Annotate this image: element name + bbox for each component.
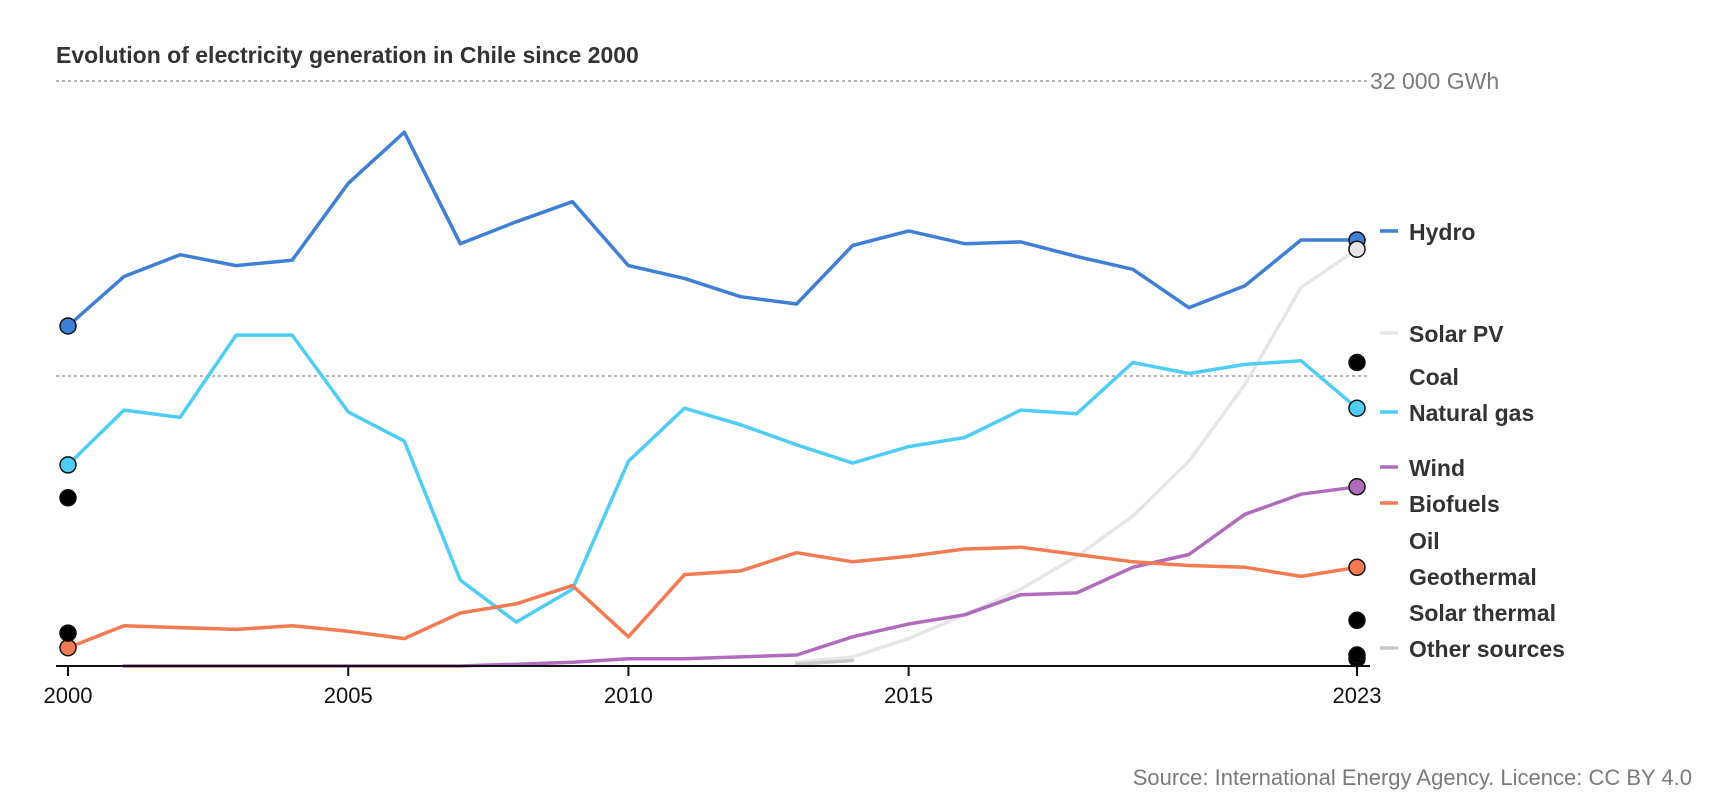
series-line-natural-gas xyxy=(66,333,1359,624)
point-oil-2000 xyxy=(59,624,77,642)
legend-label-natural-gas: Natural gas xyxy=(1409,400,1534,426)
x-tick-label-2000: 2000 xyxy=(44,683,93,708)
legend-label-solar-pv: Solar PV xyxy=(1409,321,1504,347)
series-line-other-sources xyxy=(794,658,855,666)
x-tick-label-2015: 2015 xyxy=(884,683,933,708)
legend: Hydro Solar PV Coal Natural gas Wind Biofuels… xyxy=(1380,219,1565,662)
legend-label-wind: Wind xyxy=(1409,455,1465,481)
x-axis-ticks: 2000 2005 2010 2015 2023 xyxy=(44,666,1382,708)
point-solar-pv-2023 xyxy=(1348,240,1366,258)
point-coal-2023 xyxy=(1348,353,1366,372)
series-line-hydro xyxy=(66,130,1359,328)
legend-label-solar-thermal: Solar thermal xyxy=(1409,600,1556,626)
reference-line-label: 32 000 GWh xyxy=(1370,68,1499,94)
legend-label-other-sources: Other sources xyxy=(1409,636,1565,662)
point-biofuels-2000 xyxy=(59,638,77,657)
series-line-wind xyxy=(122,485,1359,668)
point-oil-2023 xyxy=(1348,611,1366,630)
legend-label-hydro: Hydro xyxy=(1409,219,1475,245)
x-tick-label-2005: 2005 xyxy=(324,683,373,708)
series-line-solar-pv xyxy=(794,247,1359,665)
point-solar-thermal-2023 xyxy=(1348,646,1366,664)
point-biofuels-2023 xyxy=(1348,558,1366,577)
point-hydro-2000 xyxy=(59,317,77,335)
point-wind-2023 xyxy=(1348,478,1366,496)
legend-label-biofuels: Biofuels xyxy=(1409,491,1500,517)
legend-label-geothermal: Geothermal xyxy=(1409,564,1537,590)
point-coal-2000 xyxy=(59,489,77,507)
x-tick-label-2010: 2010 xyxy=(604,683,653,708)
series-line-biofuels xyxy=(66,545,1359,650)
legend-label-coal: Coal xyxy=(1409,364,1459,390)
legend-label-oil: Oil xyxy=(1409,528,1440,554)
series-layer xyxy=(66,130,1359,668)
point-natural-gas-2023 xyxy=(1348,399,1366,417)
source-note: Source: International Energy Agency. Lic… xyxy=(1133,765,1692,790)
chart-title: Evolution of electricity generation in C… xyxy=(56,42,639,68)
point-natural-gas-2000 xyxy=(59,456,77,474)
x-tick-label-2023: 2023 xyxy=(1333,683,1382,708)
endpoint-markers xyxy=(59,231,1366,668)
